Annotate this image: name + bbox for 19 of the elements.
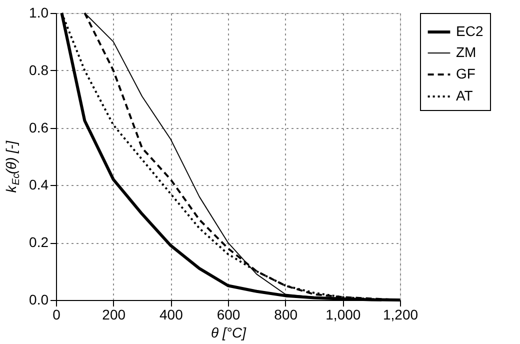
x-tick-label: 400	[159, 306, 184, 322]
legend-label: ZM	[456, 44, 476, 60]
y-tick-label: 0.6	[29, 119, 49, 136]
legend-label: AT	[456, 88, 474, 104]
y-tick-label: 0.2	[29, 234, 49, 250]
x-tick-label: 600	[216, 306, 240, 322]
legend-label: GF	[456, 66, 476, 82]
x-tick-label: 200	[102, 306, 126, 322]
legend-label: EC2	[456, 23, 484, 39]
y-tick-label: 0.0	[29, 292, 49, 308]
y-tick-label: 0.4	[29, 176, 49, 193]
x-tick-label: 800	[274, 306, 298, 322]
y-axis-title: kEc(θ) [-]	[3, 140, 22, 193]
y-tick-label: 1.0	[29, 4, 49, 20]
y-tick-label: 0.8	[29, 62, 49, 78]
x-tick-label: 0	[52, 306, 61, 322]
x-axis-title: θ [°C]	[211, 324, 248, 340]
x-tick-label: 1,000	[326, 306, 361, 322]
x-tick-label: 1,200	[382, 306, 418, 322]
